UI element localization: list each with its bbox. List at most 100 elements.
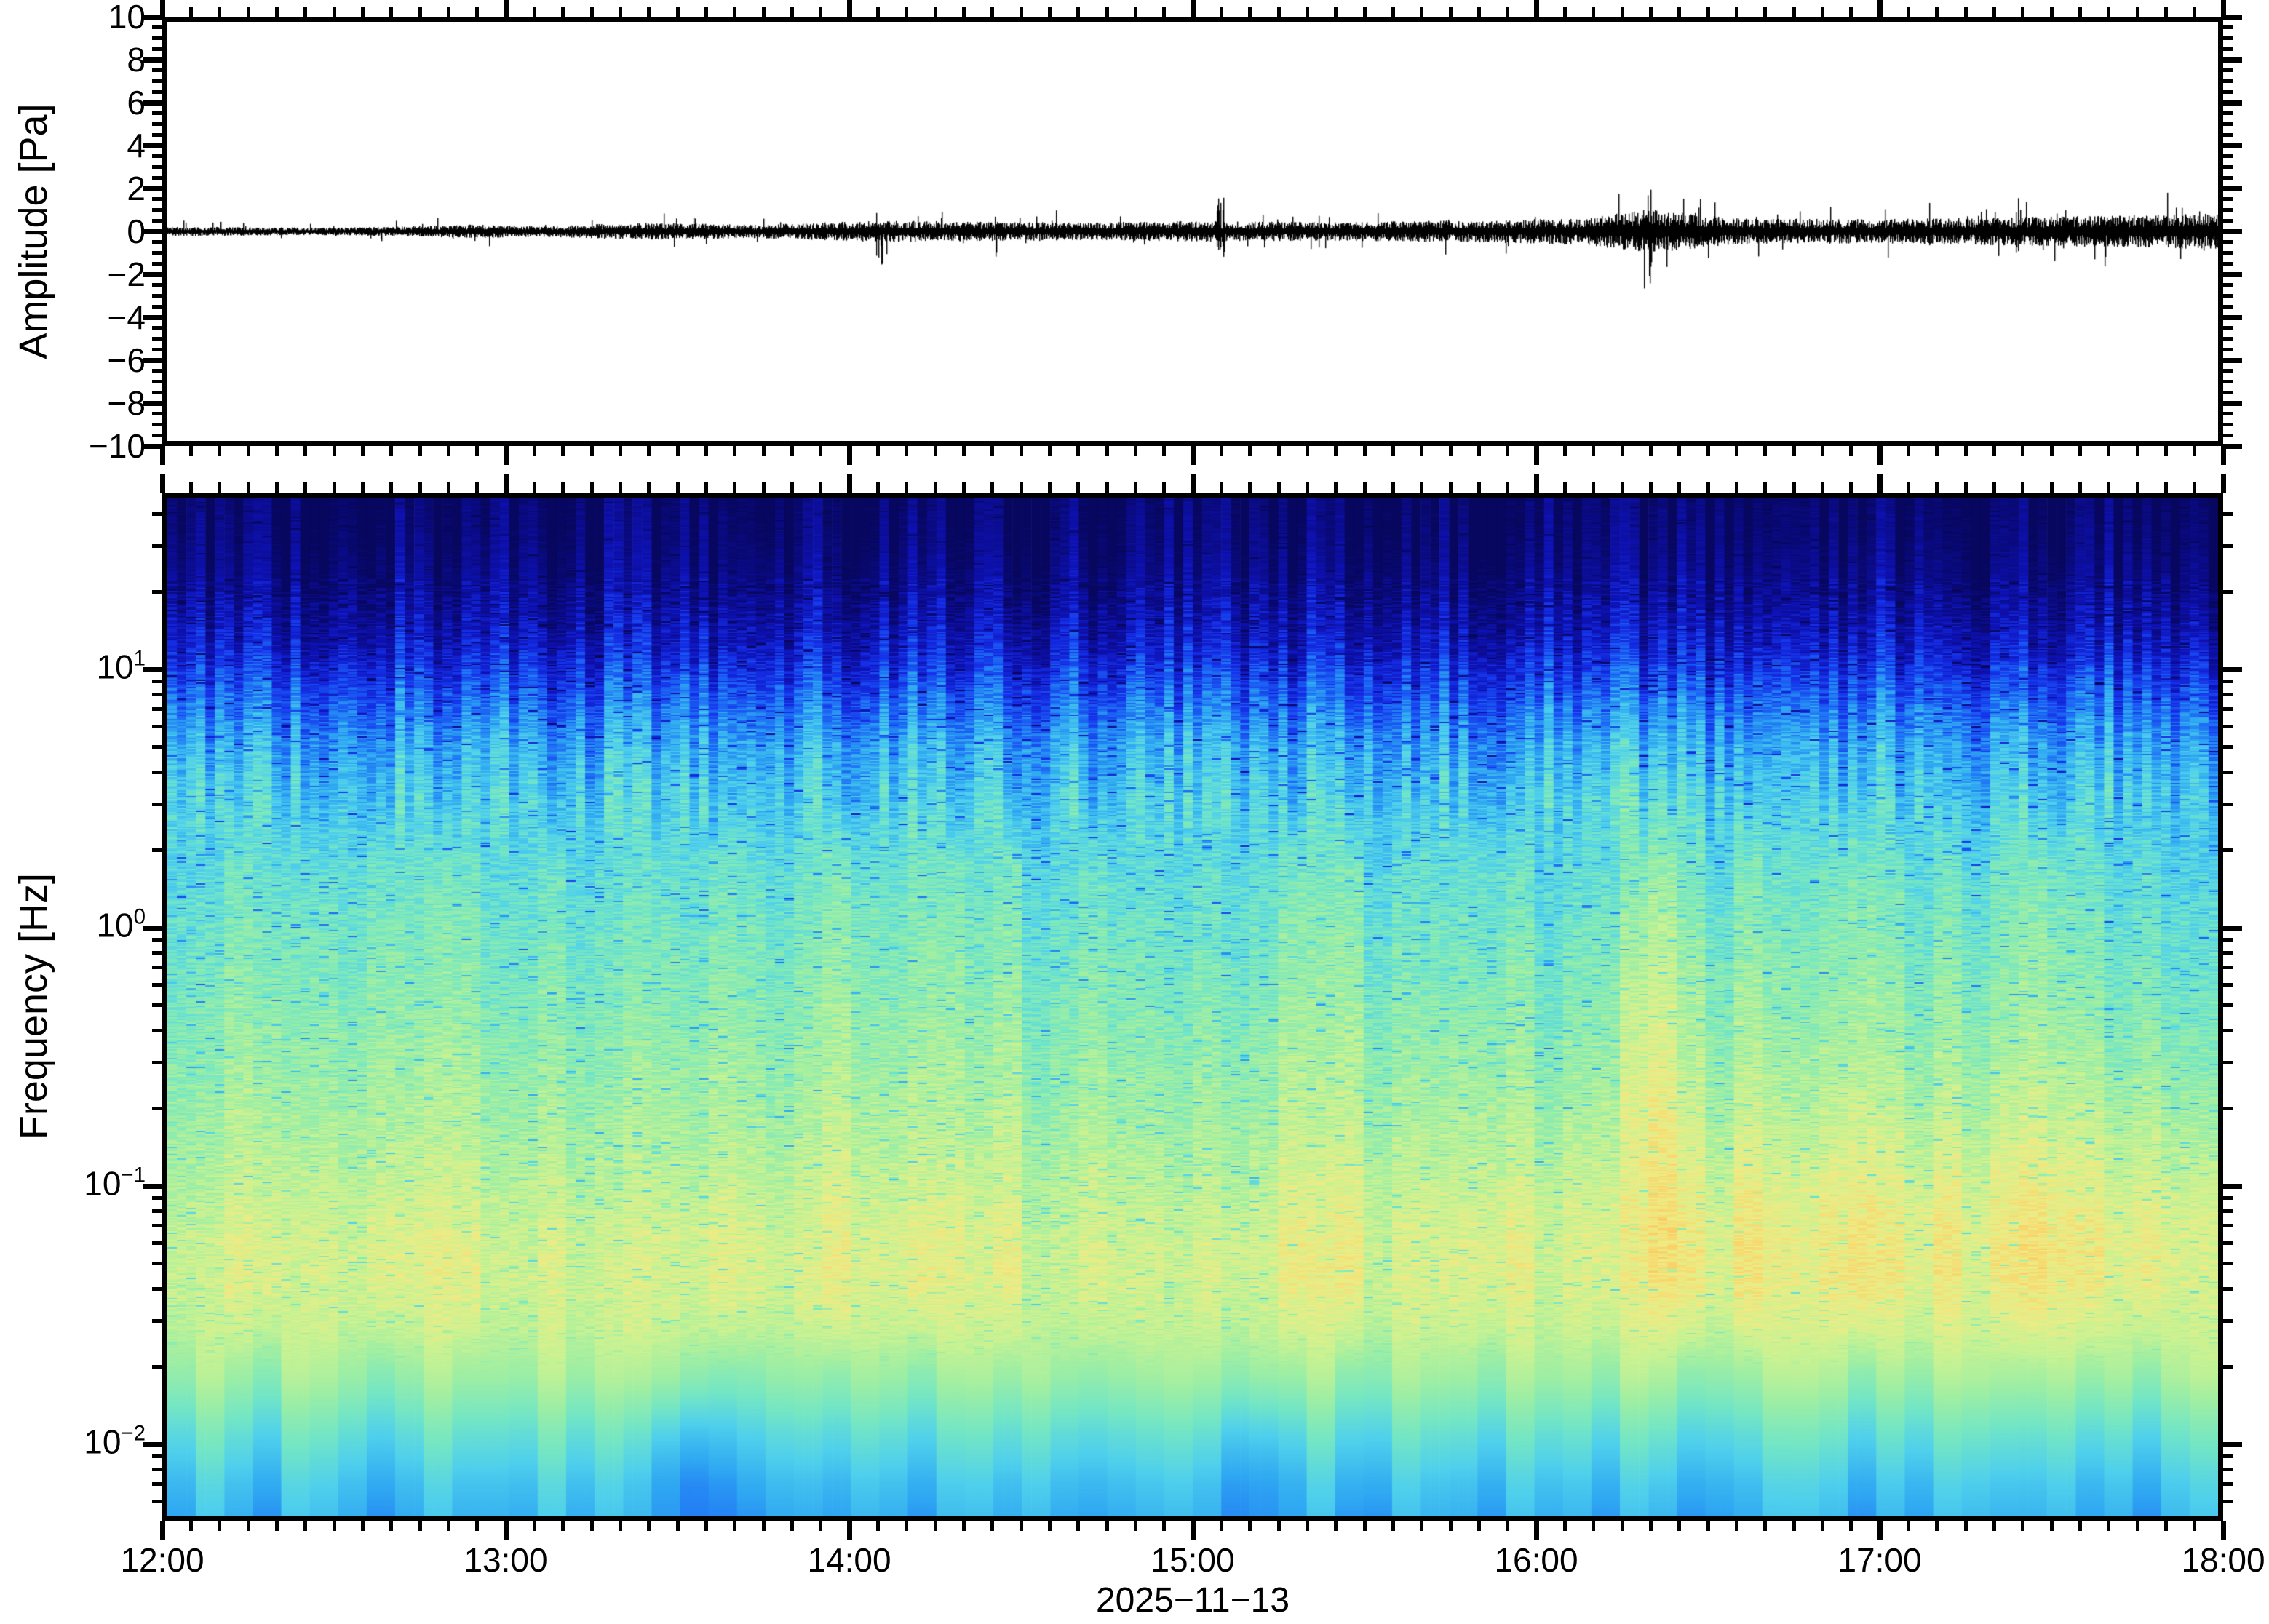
y-minor-tick (152, 165, 162, 169)
x-minor-tick (819, 446, 823, 456)
x-minor-tick (303, 446, 308, 456)
x-minor-tick (1105, 7, 1109, 17)
logy-minor-tick (2223, 512, 2233, 516)
x-minor-tick (2193, 7, 2197, 17)
y-minor-tick (2223, 380, 2233, 383)
x-major-tick (1877, 0, 1883, 17)
y-minor-tick (152, 79, 162, 83)
y-minor-tick (2223, 390, 2233, 394)
logy-minor-tick (2223, 1209, 2233, 1213)
x-minor-tick (647, 1521, 651, 1531)
y-minor-tick (2223, 369, 2233, 373)
x-minor-tick (1076, 1521, 1081, 1531)
x-minor-tick (1734, 1521, 1738, 1531)
x-minor-tick (761, 446, 766, 456)
y-minor-tick (2223, 261, 2233, 266)
y-minor-tick (2223, 68, 2233, 73)
y-minor-tick (152, 175, 162, 180)
x-minor-tick (1362, 1521, 1367, 1531)
logy-minor-tick (152, 1061, 162, 1065)
y-major-tick (2223, 314, 2242, 320)
x-minor-tick (1734, 482, 1738, 493)
y-minor-tick (2223, 240, 2233, 244)
x-minor-tick (1477, 446, 1481, 456)
x-minor-tick (589, 1521, 594, 1531)
y-major-tick (143, 400, 162, 406)
logy-minor-tick (152, 848, 162, 852)
x-major-tick (2220, 474, 2226, 493)
y-major-tick (143, 228, 162, 234)
logy-minor-tick (2223, 707, 2233, 712)
x-minor-tick (761, 7, 766, 17)
x-minor-tick (1362, 446, 1367, 456)
x-minor-tick (1592, 1521, 1596, 1531)
x-minor-tick (303, 1521, 308, 1531)
x-minor-tick (1620, 1521, 1624, 1531)
x-minor-tick (532, 7, 536, 17)
x-minor-tick (360, 482, 365, 493)
y-minor-tick (2223, 89, 2233, 94)
y-major-tick (143, 57, 162, 63)
x-minor-tick (761, 482, 766, 493)
logy-minor-tick (152, 1454, 162, 1458)
logy-major-tick (2223, 1441, 2242, 1447)
logy-minor-tick (2223, 1500, 2233, 1504)
x-tick-label: 18:00 (2181, 1541, 2265, 1579)
x-minor-tick (905, 446, 909, 456)
y-minor-tick (2223, 326, 2233, 330)
x-minor-tick (675, 482, 680, 493)
y-minor-tick (2223, 208, 2233, 212)
logy-minor-tick (152, 1209, 162, 1213)
y-minor-tick (152, 433, 162, 437)
x-minor-tick (2021, 482, 2025, 493)
x-minor-tick (2163, 7, 2168, 17)
x-minor-tick (1677, 7, 1682, 17)
x-minor-tick (2049, 446, 2054, 456)
y-major-tick (143, 100, 162, 106)
y-major-tick (2223, 443, 2242, 449)
x-minor-tick (1620, 482, 1624, 493)
logy-major-tick (143, 925, 162, 931)
x-minor-tick (1706, 7, 1710, 17)
spectrogram-y-tick-label: 100 (96, 904, 146, 944)
x-minor-tick (675, 7, 680, 17)
x-major-tick (159, 1521, 165, 1540)
x-minor-tick (446, 482, 450, 493)
logy-minor-tick (2223, 745, 2233, 749)
y-major-tick (143, 443, 162, 449)
y-minor-tick (152, 347, 162, 351)
x-minor-tick (1076, 446, 1081, 456)
x-major-tick (2220, 446, 2226, 465)
logy-minor-tick (2223, 1195, 2233, 1200)
x-major-tick (503, 446, 509, 465)
x-minor-tick (1391, 446, 1395, 456)
y-major-tick (2223, 357, 2242, 363)
logy-minor-tick (152, 966, 162, 970)
x-minor-tick (1105, 482, 1109, 493)
x-minor-tick (274, 482, 279, 493)
x-minor-tick (933, 482, 937, 493)
x-minor-tick (1963, 446, 1968, 456)
logy-minor-tick (2223, 692, 2233, 696)
x-minor-tick (188, 7, 193, 17)
y-minor-tick (2223, 111, 2233, 116)
y-major-tick (143, 14, 162, 20)
x-minor-tick (446, 7, 450, 17)
waveform-y-tick-label: −4 (107, 298, 146, 336)
x-minor-tick (819, 482, 823, 493)
x-minor-tick (360, 7, 365, 17)
x-minor-tick (1706, 482, 1710, 493)
x-minor-tick (589, 482, 594, 493)
x-major-tick (846, 474, 852, 493)
x-minor-tick (446, 1521, 450, 1531)
y-minor-tick (2223, 132, 2233, 137)
x-minor-tick (2163, 1521, 2168, 1531)
y-major-tick (2223, 14, 2242, 20)
x-minor-tick (1448, 446, 1453, 456)
x-minor-tick (1391, 482, 1395, 493)
logy-minor-tick (2223, 725, 2233, 729)
x-minor-tick (218, 446, 222, 456)
x-minor-tick (1592, 446, 1596, 456)
x-major-tick (2220, 0, 2226, 17)
x-minor-tick (790, 446, 794, 456)
